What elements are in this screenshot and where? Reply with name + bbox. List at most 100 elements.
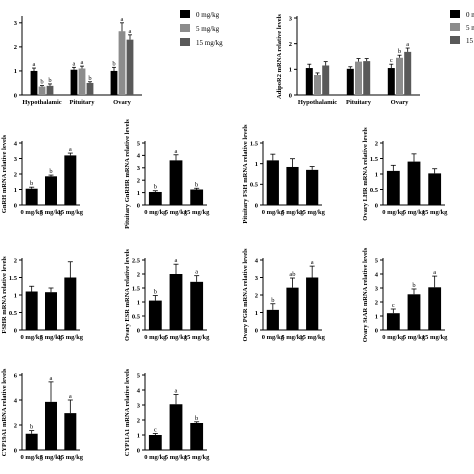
bar <box>428 287 442 330</box>
x-category-label: 5 mg/kg <box>165 454 188 461</box>
x-category-label: 15 mg/kg <box>299 209 325 216</box>
significance-letter: b <box>412 282 415 289</box>
bar <box>64 155 77 205</box>
bar <box>126 39 134 95</box>
significance-letter: a <box>33 61 36 68</box>
significance-letter: b <box>40 79 43 86</box>
y-tick-label: 5 <box>137 372 141 379</box>
significance-letter: b <box>195 415 198 422</box>
legend-label: 0 mg/kg <box>196 11 220 19</box>
bar <box>46 85 54 95</box>
y-tick-label: 2 <box>137 178 140 185</box>
x-category-label: 0 mg/kg <box>262 334 285 341</box>
y-axis-label: FSHR mRNA relative levels <box>1 256 8 334</box>
significance-letter: a <box>195 269 198 276</box>
x-category-label: 5 mg/kg <box>40 454 63 461</box>
y-tick-label: 4 <box>255 257 259 264</box>
y-tick-label: 2 <box>137 417 140 424</box>
bar <box>404 51 412 95</box>
legend-swatch <box>180 24 190 32</box>
significance-letter: a <box>175 388 178 395</box>
y-tick-label: 2 <box>14 44 17 51</box>
y-tick-label: 0 <box>137 447 140 454</box>
bar <box>314 74 321 95</box>
significance-letter: b <box>49 168 52 175</box>
y-tick-label: 3 <box>255 275 259 282</box>
bar <box>286 287 299 330</box>
bar <box>118 31 126 95</box>
bar <box>363 61 371 95</box>
y-axis-label: Ovary LHR mRNA relative levels <box>362 127 369 221</box>
x-category-label: Hypothalamic <box>22 99 61 106</box>
bar <box>396 57 403 95</box>
y-tick-label: 2.5 <box>132 257 141 264</box>
y-tick-label: 3 <box>375 285 379 292</box>
x-category-label: 5 mg/kg <box>281 209 304 216</box>
bar <box>110 70 118 95</box>
significance-letter: b <box>112 60 115 67</box>
y-tick-label: 1 <box>255 310 258 317</box>
significance-letter: b <box>154 289 157 296</box>
y-tick-label: 4 <box>137 387 141 394</box>
y-tick-label: 0.5 <box>370 187 379 194</box>
y-tick-label: 2 <box>14 257 17 264</box>
chart-p6: 0 0.5 1 1.5 2 Ovary LHR mRNA relative levels 0… <box>362 127 448 221</box>
y-tick-label: 1 <box>137 190 140 197</box>
bar <box>169 274 183 330</box>
chart-p9: 0 1 2 3 4 Ovary PGR mRNA relative levels b 0 mg… <box>242 248 326 341</box>
y-axis-label: Ovary ESR mRNA relative levels <box>124 249 131 341</box>
y-tick-label: 1 <box>289 67 292 74</box>
significance-letter: b <box>398 48 401 55</box>
significance-letter: a <box>433 269 436 276</box>
significance-letter: a <box>175 257 178 264</box>
x-category-label: 15 mg/kg <box>184 334 210 341</box>
significance-letter: a <box>50 375 53 382</box>
y-tick-label: 0 <box>375 327 378 334</box>
x-category-label: 0 mg/kg <box>262 209 285 216</box>
y-tick-label: 1 <box>14 292 17 299</box>
y-tick-label: 2 <box>14 422 17 429</box>
significance-letter: b <box>154 184 157 191</box>
significance-letter: c <box>390 57 393 64</box>
x-category-label: 5 mg/kg <box>40 334 63 341</box>
y-axis-label: Ovary StAR mRNA relative levels <box>362 247 369 342</box>
chart-p3: 0 1 2 3 4 GnRH mRNA relative levels b 0 mg/kg b 5… <box>1 134 84 216</box>
y-tick-label: 3 <box>289 15 293 22</box>
bar <box>286 166 299 205</box>
bar <box>25 188 38 205</box>
bar <box>306 277 319 330</box>
legend-label: 15 mg/kg <box>196 39 223 47</box>
bar <box>25 433 38 450</box>
bar <box>386 170 400 205</box>
significance-letter: a <box>311 259 314 266</box>
legend-swatch <box>450 10 460 18</box>
y-tick-label: 1 <box>375 313 378 320</box>
x-category-label: 0 mg/kg <box>382 209 405 216</box>
bar <box>148 191 162 205</box>
x-category-label: 15 mg/kg <box>184 454 210 461</box>
y-tick-label: 0 <box>289 92 292 99</box>
y-tick-label: 2 <box>375 299 378 306</box>
y-tick-label: 3 <box>137 402 141 409</box>
bar <box>78 68 86 95</box>
y-tick-label: 1 <box>137 432 140 439</box>
bar <box>428 173 442 205</box>
x-category-label: Ovary <box>391 99 409 106</box>
y-axis-label: GnRH mRNA relative levels <box>1 134 8 213</box>
y-tick-label: 1 <box>14 187 17 194</box>
x-category-label: 15 mg/kg <box>58 334 84 341</box>
y-axis-label: Pituitary GnRHR mRNA relative levels <box>124 119 131 229</box>
legend-label: 5 m <box>466 24 474 32</box>
significance-letter: a <box>406 41 409 48</box>
y-tick-label: 2 <box>137 271 140 278</box>
significance-letter: b <box>88 75 91 82</box>
x-category-label: 15 mg/kg <box>184 209 210 216</box>
y-tick-label: 5 <box>137 140 141 147</box>
significance-letter: b <box>30 424 33 431</box>
y-tick-label: 0 <box>137 327 140 334</box>
chart-p7: 0 0.5 1 1.5 2 FSHR mRNA relative levels 0 mg/k… <box>1 256 84 341</box>
y-tick-label: 1 <box>14 68 17 75</box>
bar <box>25 291 38 330</box>
